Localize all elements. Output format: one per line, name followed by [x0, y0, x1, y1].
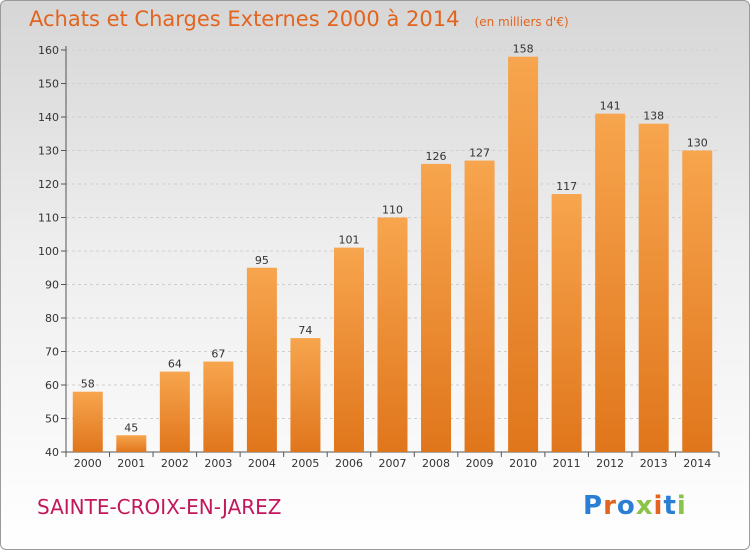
- logo-letter: i: [653, 491, 664, 521]
- data-label: 158: [513, 43, 534, 56]
- x-tick-label: 2002: [161, 457, 189, 470]
- proxiti-logo: Proxiti: [583, 491, 687, 521]
- bar: [377, 217, 408, 452]
- y-tick-label: 50: [45, 413, 59, 426]
- y-tick-label: 130: [38, 145, 59, 158]
- x-tick-label: 2007: [379, 457, 407, 470]
- data-label: 126: [426, 150, 447, 163]
- data-label: 101: [338, 234, 359, 247]
- bar: [595, 113, 626, 453]
- y-tick-label: 90: [45, 279, 59, 292]
- bar: [333, 247, 364, 452]
- y-tick-label: 80: [45, 312, 59, 325]
- x-tick-label: 2012: [596, 457, 624, 470]
- commune-name: SAINTE-CROIX-EN-JAREZ: [37, 495, 282, 519]
- x-tick-label: 2011: [553, 457, 581, 470]
- data-label: 117: [556, 180, 577, 193]
- y-tick-label: 160: [38, 44, 59, 57]
- bar: [638, 123, 669, 452]
- x-tick-label: 2000: [74, 457, 102, 470]
- data-label: 95: [255, 254, 269, 267]
- data-label: 141: [600, 100, 621, 113]
- x-tick-label: 2014: [683, 457, 711, 470]
- data-label: 130: [687, 137, 708, 150]
- labels: 40 50 60 70 80 90 100 110 120 130 140 150 160 58 2000 4…: [38, 43, 711, 470]
- logo-letter: o: [616, 491, 636, 521]
- y-tick-label: 140: [38, 111, 59, 124]
- data-label: 74: [298, 324, 312, 337]
- x-tick-label: 2008: [422, 457, 450, 470]
- bar: [421, 163, 452, 452]
- y-tick-label: 150: [38, 78, 59, 91]
- x-tick-label: 2003: [204, 457, 232, 470]
- y-tick-label: 100: [38, 245, 59, 258]
- bar: [246, 267, 277, 452]
- y-tick-label: 60: [45, 379, 59, 392]
- data-label: 64: [168, 358, 182, 371]
- bar: [72, 391, 103, 452]
- data-label: 110: [382, 204, 403, 217]
- x-tick-label: 2009: [466, 457, 494, 470]
- logo-letter: i: [676, 491, 687, 521]
- logo-letter: x: [635, 491, 654, 521]
- logo-letter: t: [663, 491, 677, 521]
- bar: [682, 150, 713, 452]
- logo-letter: r: [603, 491, 617, 521]
- x-tick-label: 2005: [291, 457, 319, 470]
- bar: [508, 56, 539, 452]
- logo-letter: P: [583, 491, 604, 521]
- title-line: Achats et Charges Externes 2000 à 2014 (…: [29, 7, 569, 31]
- data-label: 67: [211, 348, 225, 361]
- y-tick-label: 70: [45, 346, 59, 359]
- x-tick-label: 2010: [509, 457, 537, 470]
- bar: [290, 338, 321, 452]
- x-tick-label: 2004: [248, 457, 276, 470]
- y-tick-label: 120: [38, 178, 59, 191]
- x-tick-label: 2001: [117, 457, 145, 470]
- chart-subtitle: (en milliers d'€): [474, 15, 569, 29]
- x-tick-label: 2006: [335, 457, 363, 470]
- chart-title: Achats et Charges Externes 2000 à 2014: [29, 7, 460, 31]
- data-label: 58: [81, 378, 95, 391]
- bar: [116, 435, 147, 452]
- x-tick-label: 2013: [640, 457, 668, 470]
- bar: [159, 371, 190, 452]
- data-label: 127: [469, 147, 490, 160]
- bar: [464, 160, 495, 453]
- y-tick-label: 40: [45, 446, 59, 459]
- y-tick-label: 110: [38, 212, 59, 225]
- bars: [72, 56, 713, 453]
- data-label: 138: [643, 110, 664, 123]
- bar: [551, 194, 582, 453]
- bar: [203, 361, 234, 452]
- data-label: 45: [124, 421, 138, 434]
